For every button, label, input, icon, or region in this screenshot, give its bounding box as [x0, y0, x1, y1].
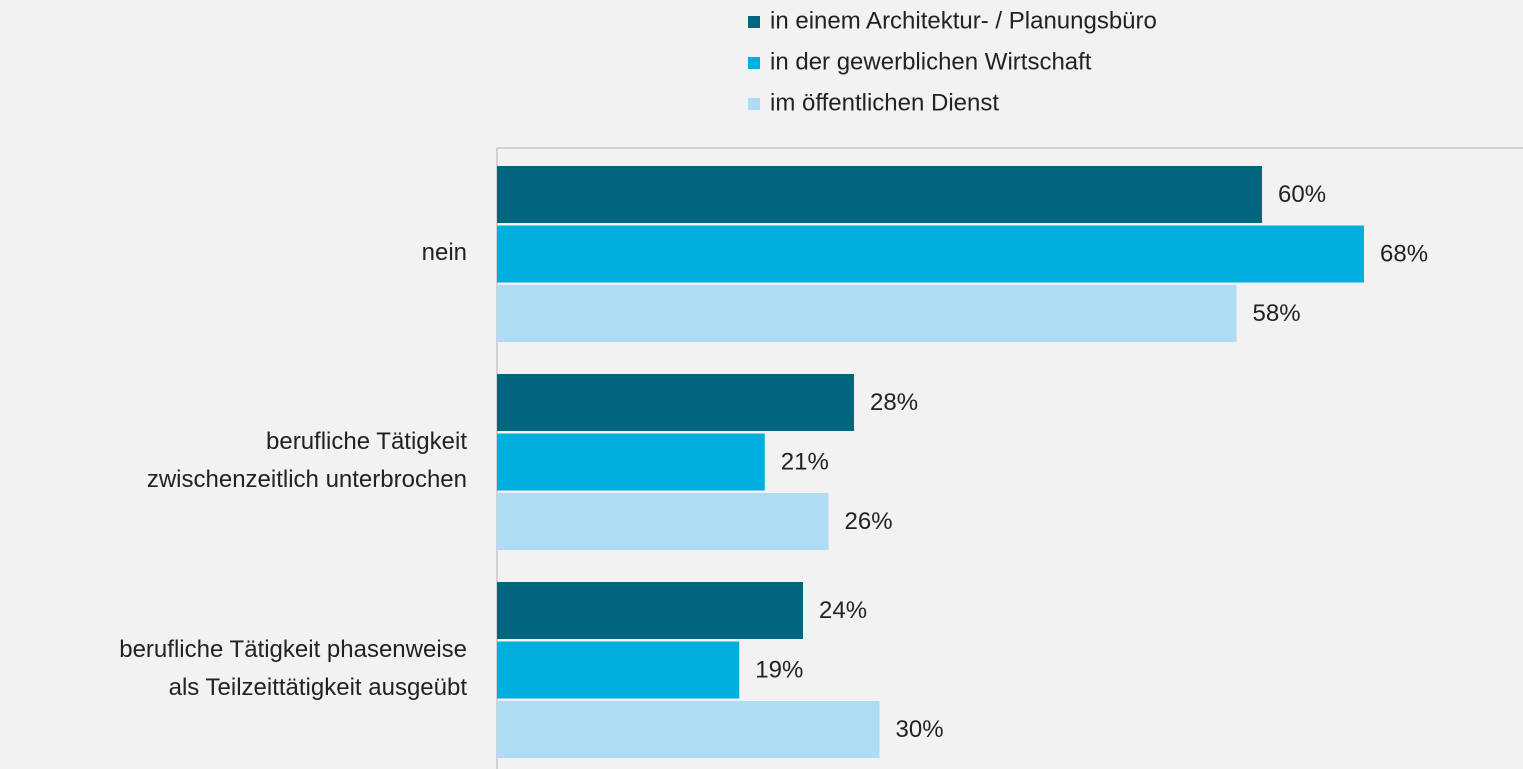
category-label: berufliche Tätigkeit phasenweise als Teil…	[119, 636, 467, 701]
bar	[497, 701, 880, 758]
legend-label: im öffentlichen Dienst	[770, 89, 999, 116]
value-label: 24%	[819, 597, 867, 624]
legend-swatch	[748, 57, 760, 69]
value-label: 28%	[870, 389, 918, 416]
value-label: 68%	[1380, 240, 1428, 267]
value-label: 19%	[755, 656, 803, 683]
value-label: 60%	[1278, 181, 1326, 208]
legend-swatch	[748, 98, 760, 110]
bar	[497, 493, 829, 550]
value-label: 30%	[896, 716, 944, 743]
legend-label: in einem Architektur- / Planungsbüro	[770, 7, 1157, 34]
bar	[497, 225, 1364, 283]
bar	[497, 285, 1237, 342]
legend-swatch	[748, 16, 760, 28]
value-label: 21%	[781, 448, 829, 475]
category-label: berufliche Tätigkeit zwischenzeitlich unt…	[147, 428, 468, 493]
bar	[497, 582, 803, 639]
legend-label: in der gewerblichen Wirtschaft	[770, 48, 1092, 75]
bar	[497, 641, 740, 699]
bar	[497, 374, 854, 431]
value-label: 58%	[1253, 300, 1301, 327]
bar	[497, 433, 765, 491]
value-label: 26%	[845, 508, 893, 535]
bar	[497, 166, 1262, 223]
category-label: nein	[422, 239, 467, 266]
